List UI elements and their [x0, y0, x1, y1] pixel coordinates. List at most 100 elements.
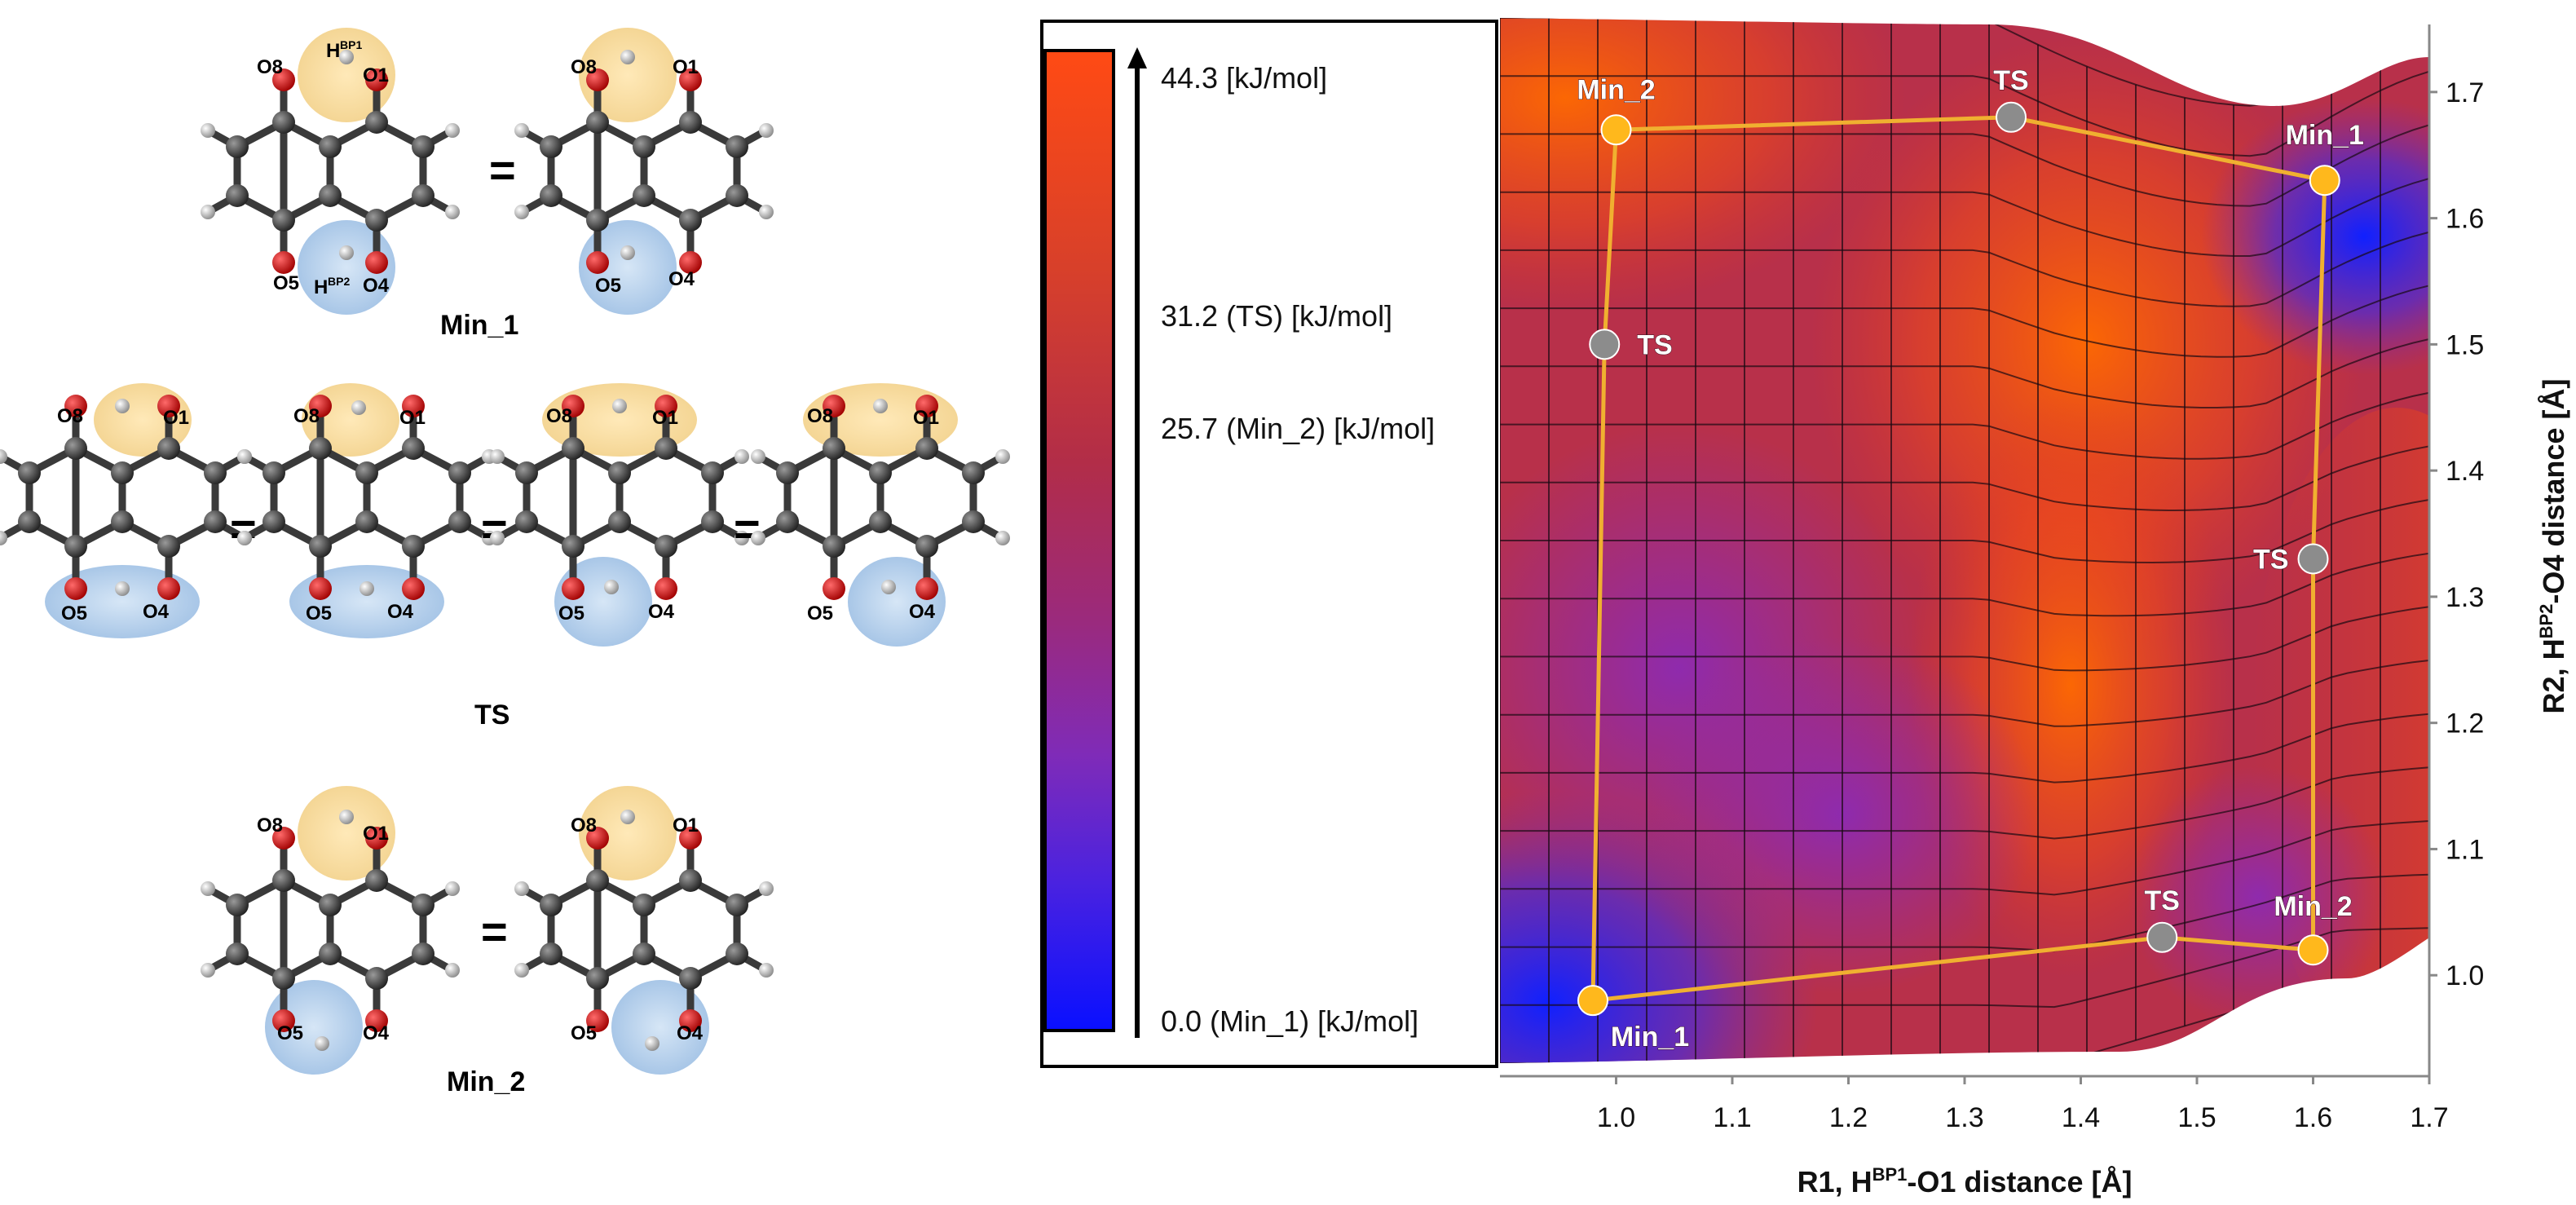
grid-line-horizontal — [1500, 178, 2429, 257]
molecule-structures-panel: O8 O1 H BP1 O5 H BP2 O4 = O8 O1 O5 O4 Mi… — [0, 28, 1011, 1097]
grid-line-horizontal — [1500, 70, 2429, 157]
atom-label-o5: O5 — [61, 602, 87, 625]
surface-grid — [1500, 18, 2429, 1063]
ts-structure-d: O8 O1 O5 O4 — [751, 383, 1010, 647]
path-point-label: Min_2 — [2274, 891, 2352, 922]
atom-label-o5: O5 — [571, 1022, 597, 1044]
legend-label-min1: 0.0 (Min_1) [kJ/mol] — [1161, 1004, 1419, 1038]
atom-label-o4: O4 — [143, 601, 170, 623]
atom-label-o5: O5 — [807, 602, 833, 625]
atom-label-o4: O4 — [363, 1022, 390, 1044]
atom-label-o1: O1 — [163, 407, 189, 429]
atom-label-o4: O4 — [387, 601, 414, 623]
y-tick-label: 1.4 — [2446, 456, 2484, 487]
y-tick-label: 1.0 — [2446, 960, 2484, 991]
state-label-min1: Min_1 — [440, 310, 518, 341]
legend-label-min2: 25.7 (Min_2) [kJ/mol] — [1161, 412, 1436, 445]
atom-label-o4: O4 — [909, 601, 936, 623]
state-label-min2: Min_2 — [447, 1066, 525, 1097]
y-tick-label: 1.2 — [2446, 708, 2484, 739]
h-bp2-atom — [339, 245, 354, 260]
atom-label-o1: O1 — [363, 64, 389, 86]
grid-line-horizontal — [1500, 606, 2429, 672]
minimum-point-marker — [1600, 114, 1632, 146]
path-point-label: TS — [2253, 544, 2288, 575]
grid-line-horizontal — [1500, 445, 2429, 512]
equals-sign: = — [489, 144, 516, 196]
minimum-point-marker — [2297, 934, 2329, 966]
y-axis-title: R2, HBP2-O4 distance [Å] — [2536, 379, 2570, 714]
h-bp1-atom — [620, 50, 635, 64]
atom-label-h2: H — [314, 276, 328, 298]
h-bp1-atom — [339, 50, 354, 64]
atom-label-o8: O8 — [571, 814, 597, 836]
atom-label-o8: O8 — [293, 405, 320, 427]
x-tick-label: 1.7 — [2410, 1102, 2448, 1133]
x-tick-label: 1.4 — [2062, 1102, 2100, 1133]
transition-state-marker — [2146, 921, 2178, 953]
ts-structure-c: O8 O1 O5 O4 — [490, 383, 749, 647]
equals-sign: = — [734, 503, 761, 554]
grid-line-horizontal — [1500, 873, 2429, 952]
x-axis-title: R1, HBP1-O1 distance [Å] — [1797, 1164, 2133, 1198]
atom-label-h1-sup: BP1 — [340, 38, 362, 51]
grid-line-horizontal — [1500, 285, 2429, 358]
grid-line-horizontal — [1500, 713, 2429, 783]
grid-line-horizontal — [1500, 820, 2429, 896]
atom-label-o8: O8 — [571, 56, 597, 78]
x-tick-label: 1.0 — [1597, 1102, 1635, 1133]
atom-label-o4: O4 — [668, 268, 695, 290]
y-tick-label: 1.5 — [2446, 329, 2484, 360]
min2-structure-b: O8 O1 O5 O4 — [514, 786, 774, 1075]
transition-state-marker — [1996, 101, 2027, 133]
atom-label-o5: O5 — [558, 602, 584, 625]
energy-surface — [1500, 18, 2429, 1063]
energy-arrow — [1127, 47, 1147, 1038]
minimum-point-marker — [1577, 985, 1608, 1017]
energy-colorbar — [1043, 49, 1115, 1032]
ts-structure-a: O8 O1 O5 O4 — [0, 383, 252, 638]
atom-label-o8: O8 — [807, 405, 833, 427]
atom-label-o8: O8 — [257, 814, 283, 836]
x-tick-label: 1.6 — [2294, 1102, 2332, 1133]
grid-line-horizontal — [1500, 499, 2429, 564]
atom-label-o1: O1 — [673, 56, 699, 78]
grid-line-horizontal — [1500, 338, 2429, 408]
grid-line-horizontal — [1500, 766, 2429, 840]
min2-structure-a: O8 O1 O5 O4 — [201, 786, 460, 1075]
transition-state-marker — [1589, 329, 1621, 360]
atom-label-o1: O1 — [399, 407, 426, 429]
path-point-label: Min_1 — [1611, 1022, 1689, 1053]
y-tick-label: 1.1 — [2446, 834, 2484, 865]
atom-label-o1: O1 — [913, 407, 939, 429]
grid-line-horizontal — [1500, 231, 2429, 307]
legend-label-ts: 31.2 (TS) [kJ/mol] — [1161, 299, 1393, 333]
h-bp2-atom — [620, 245, 635, 260]
min1-structure-a: O8 O1 H BP1 O5 H BP2 O4 — [201, 28, 460, 315]
x-tick-label: 1.1 — [1713, 1102, 1751, 1133]
atom-label-h1: H — [326, 40, 340, 62]
atom-label-o5: O5 — [273, 272, 299, 294]
atom-label-h2-sup: BP2 — [328, 275, 350, 288]
y-tick-label: 1.6 — [2446, 204, 2484, 235]
equals-sign: = — [230, 503, 257, 554]
ts-structure-b: O8 O1 O5 O4 — [237, 383, 496, 638]
atom-label-o1: O1 — [673, 814, 699, 836]
atom-label-o8: O8 — [57, 405, 83, 427]
legend-label-max: 44.3 [kJ/mol] — [1161, 61, 1328, 95]
transition-state-marker — [2297, 543, 2329, 575]
y-tick-label: 1.3 — [2446, 582, 2484, 613]
x-tick-label: 1.5 — [2177, 1102, 2216, 1133]
x-tick-label: 1.2 — [1829, 1102, 1868, 1133]
path-point-label: TS — [2145, 885, 2180, 916]
min1-structure-b: O8 O1 O5 O4 — [514, 28, 774, 315]
atom-label-o4: O4 — [648, 601, 675, 623]
atom-label-o4: O4 — [363, 275, 390, 297]
path-point-label: Min_2 — [1577, 74, 1655, 105]
atom-label-o5: O5 — [595, 275, 621, 297]
equals-sign: = — [481, 906, 508, 957]
x-tick-label: 1.3 — [1945, 1102, 1983, 1133]
atom-label-o1: O1 — [652, 407, 678, 429]
atom-label-o5: O5 — [277, 1022, 303, 1044]
y-tick-label: 1.7 — [2446, 77, 2484, 108]
